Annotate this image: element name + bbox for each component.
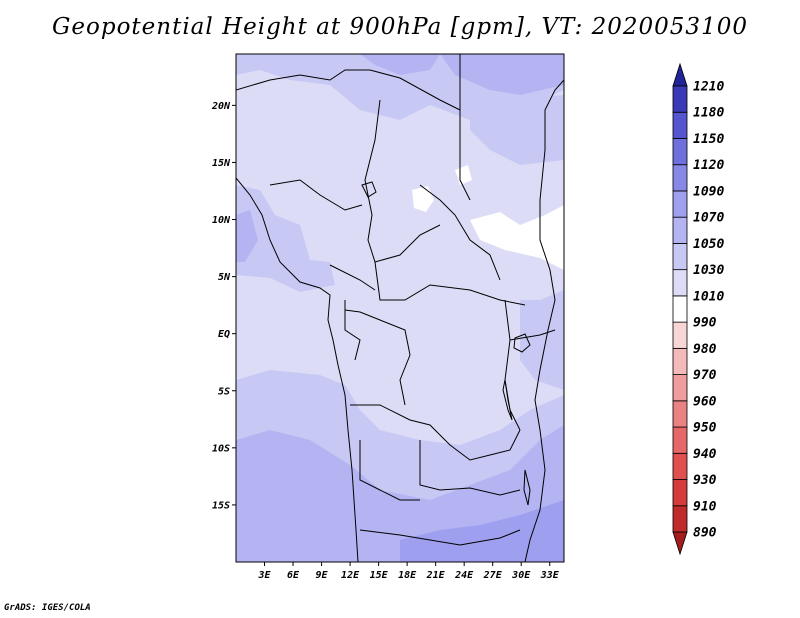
coastline-west <box>236 177 359 562</box>
x-tick-label: 3E <box>257 570 271 581</box>
x-tick-label: 15E <box>370 570 389 581</box>
colorbar-label: 940 <box>693 447 717 462</box>
colorbar-swatch <box>672 479 688 507</box>
field-shading <box>236 54 564 562</box>
border-12 <box>509 329 556 341</box>
y-tick-label: 15S <box>212 500 230 511</box>
lake-malawi <box>523 469 531 506</box>
map-outlines <box>236 54 564 562</box>
border-5 <box>329 264 376 291</box>
colorbar-swatch <box>672 243 688 271</box>
colorbar-label: 1150 <box>693 132 724 147</box>
x-tick-label: 30E <box>511 570 531 581</box>
field-northeast-deep <box>440 54 564 95</box>
lake-chad <box>361 181 377 198</box>
map-frame <box>235 53 565 563</box>
colorbar-label: 1210 <box>693 80 724 95</box>
colorbar-label: 980 <box>693 342 717 357</box>
colorbar-label: 1050 <box>693 237 724 252</box>
colorbar-swatch <box>672 374 688 402</box>
colorbar-swatch <box>672 164 688 192</box>
y-tick-label: 10S <box>212 443 230 454</box>
border-7 <box>350 404 521 461</box>
field-west-inner <box>236 210 258 262</box>
colorbar-min-triangle <box>672 531 688 556</box>
x-tick-label: 21E <box>426 570 446 581</box>
x-tick-label: 27E <box>483 570 503 581</box>
field-north-east <box>470 95 564 165</box>
field-west-coast <box>236 185 335 292</box>
colorbar-max-triangle <box>672 62 688 87</box>
colorbar-swatch <box>672 216 688 244</box>
colorbar-swatch <box>672 269 688 297</box>
y-tick-label: 5N <box>218 272 231 283</box>
colorbar-label: 1070 <box>693 211 724 226</box>
x-tick-label: 12E <box>341 570 360 581</box>
border-2 <box>459 54 471 201</box>
x-tick-label: 24E <box>454 570 474 581</box>
colorbar-swatch <box>672 111 688 139</box>
colorbar-label: 990 <box>693 316 717 331</box>
border-14 <box>374 224 441 263</box>
border-15 <box>344 300 361 361</box>
grads-credit: GrADS: IGES/COLA <box>4 603 91 613</box>
lake-victoria <box>513 333 531 353</box>
x-tick-label: 9E <box>316 570 329 581</box>
y-tick-label: 15N <box>212 158 231 169</box>
colorbar-label: 910 <box>693 499 717 514</box>
colorbar-label: 930 <box>693 473 717 488</box>
field-northwest-deep <box>360 54 440 75</box>
field-white-pocket-3 <box>455 165 472 185</box>
border-10 <box>359 529 521 546</box>
coastline-east <box>524 79 564 562</box>
field-southeast-deepest <box>400 500 564 562</box>
x-tick-label: 18E <box>398 570 417 581</box>
border-6 <box>344 309 411 406</box>
y-tick-label: 5S <box>218 386 230 397</box>
border-3 <box>364 99 526 306</box>
colorbar-swatch <box>672 138 688 166</box>
colorbar-label: 1030 <box>693 263 724 278</box>
colorbar-label: 970 <box>693 368 717 383</box>
colorbar-swatch <box>672 426 688 454</box>
x-tick-label: 33E <box>540 570 560 581</box>
colorbar-swatch <box>672 400 688 428</box>
y-tick-label: EQ <box>218 329 230 340</box>
colorbar-label: 1090 <box>693 184 724 199</box>
x-axis: 3E 6E 9E 12E 15E 18E 21E 24E 27E 30E 33E <box>257 562 560 581</box>
border-4 <box>269 179 363 211</box>
colorbar-label: 960 <box>693 394 717 409</box>
y-axis: 20N 15N 10N 5N EQ 5S 10S 15S <box>211 101 236 511</box>
colorbar-swatch <box>672 190 688 218</box>
border-8 <box>359 440 420 501</box>
field-white-pocket-1 <box>412 186 434 212</box>
chart-title: Geopotential Height at 900hPa [gpm], VT:… <box>52 14 748 40</box>
y-tick-label: 10N <box>212 215 231 226</box>
lake-tanganyika <box>502 379 513 421</box>
border-1 <box>236 69 461 111</box>
colorbar-label: 1010 <box>693 289 724 304</box>
colorbar-label: 890 <box>693 526 717 541</box>
colorbar-label: 1180 <box>693 106 724 121</box>
colorbar-label: 950 <box>693 421 717 436</box>
border-13 <box>419 184 501 281</box>
colorbar-swatch <box>672 321 688 349</box>
x-tick-label: 6E <box>287 570 300 581</box>
colorbar-swatch <box>672 347 688 375</box>
colorbar: 890 910 930 940 950 960 970 980 990 1010 1030 1050 1… <box>672 62 724 556</box>
border-9 <box>419 440 521 496</box>
colorbar-swatch <box>672 85 688 113</box>
colorbar-swatch <box>672 452 688 480</box>
y-tick-label: 20N <box>211 101 231 112</box>
colorbar-swatch <box>672 295 688 323</box>
colorbar-label: 1120 <box>693 158 724 173</box>
field-east-coast <box>520 290 564 390</box>
colorbar-swatch <box>672 505 688 533</box>
